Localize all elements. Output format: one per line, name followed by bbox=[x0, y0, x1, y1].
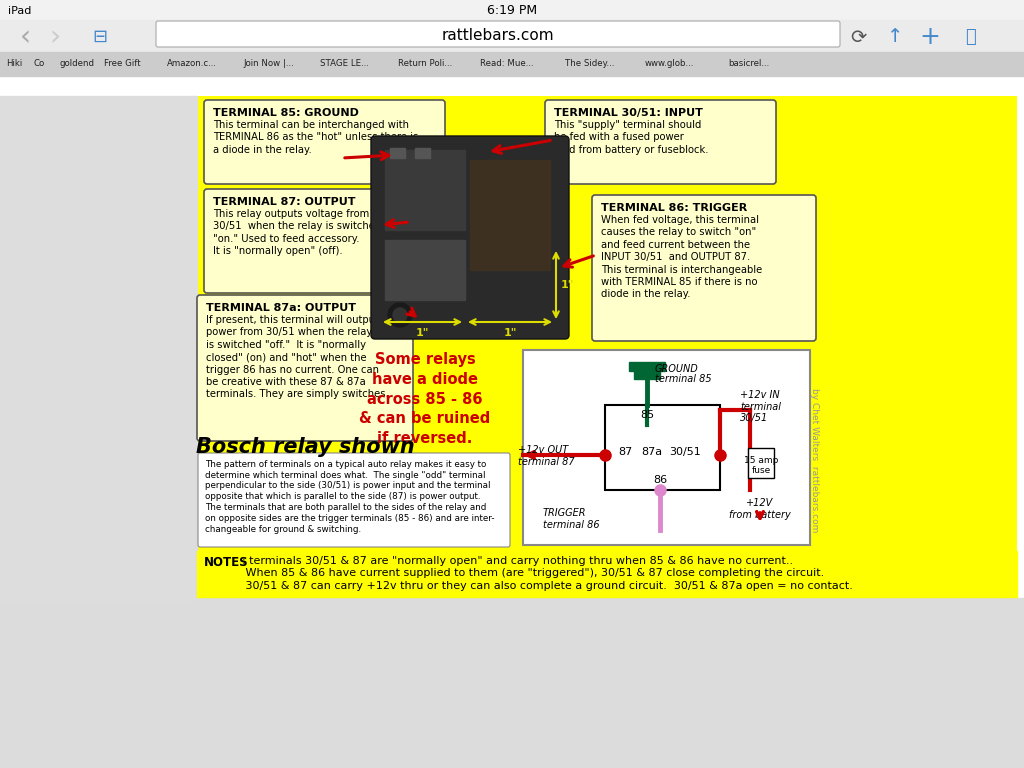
Text: If present, this terminal will output
power from 30/51 when the relay
is switche: If present, this terminal will output po… bbox=[206, 315, 389, 399]
Bar bbox=[634, 371, 660, 379]
Text: rattlebars.com: rattlebars.com bbox=[441, 28, 554, 42]
Text: by Chet Walters  rattlebars.com: by Chet Walters rattlebars.com bbox=[811, 388, 819, 532]
Circle shape bbox=[393, 308, 407, 322]
Text: 15 amp
fuse: 15 amp fuse bbox=[743, 456, 778, 475]
Text: +12v IN
terminal
30/51: +12v IN terminal 30/51 bbox=[740, 390, 781, 423]
Text: TERMINAL 87: OUTPUT: TERMINAL 87: OUTPUT bbox=[213, 197, 355, 207]
Text: TERMINAL 86: TRIGGER: TERMINAL 86: TRIGGER bbox=[601, 203, 748, 213]
Bar bbox=[390, 148, 406, 158]
Text: +12V
from battery: +12V from battery bbox=[729, 498, 791, 520]
Text: www.glob...: www.glob... bbox=[645, 59, 694, 68]
Text: 86: 86 bbox=[653, 475, 667, 485]
FancyBboxPatch shape bbox=[592, 195, 816, 341]
Text: 87a: 87a bbox=[641, 447, 663, 457]
Text: +12v OUT
terminal 87: +12v OUT terminal 87 bbox=[518, 445, 574, 467]
Text: : terminals 30/51 & 87 are "normally open" and carry nothing thru when 85 & 86 h: : terminals 30/51 & 87 are "normally ope… bbox=[242, 556, 853, 591]
Bar bbox=[385, 240, 465, 300]
Bar bbox=[523, 350, 810, 545]
Text: 30/51: 30/51 bbox=[669, 447, 700, 457]
Text: Join Now |...: Join Now |... bbox=[243, 59, 294, 68]
Text: STAGE LE...: STAGE LE... bbox=[319, 59, 369, 68]
Text: This "supply" terminal should
be fed with a fused power
lead from battery or fus: This "supply" terminal should be fed wit… bbox=[554, 120, 709, 155]
Text: This relay outputs voltage from
30/51  when the relay is switched
"on." Used to : This relay outputs voltage from 30/51 wh… bbox=[213, 209, 381, 257]
Text: 85: 85 bbox=[640, 410, 654, 420]
Text: Read: Mue...: Read: Mue... bbox=[480, 59, 534, 68]
FancyBboxPatch shape bbox=[371, 136, 569, 339]
Text: TRIGGER
terminal 86: TRIGGER terminal 86 bbox=[543, 508, 600, 530]
Bar bbox=[0, 20, 1024, 52]
Text: ⬜: ⬜ bbox=[965, 28, 976, 46]
Text: basicrel...: basicrel... bbox=[728, 59, 769, 68]
Bar bbox=[605, 405, 720, 490]
Text: Bosch relay shown: Bosch relay shown bbox=[196, 437, 415, 457]
FancyBboxPatch shape bbox=[545, 100, 776, 184]
Bar bbox=[0, 52, 1024, 76]
Text: TERMINAL 85: GROUND: TERMINAL 85: GROUND bbox=[213, 108, 358, 118]
Text: ↑: ↑ bbox=[887, 28, 903, 47]
Text: ‹: ‹ bbox=[19, 23, 31, 51]
Text: 1": 1" bbox=[504, 328, 517, 338]
FancyBboxPatch shape bbox=[198, 453, 510, 547]
Bar bbox=[0, 96, 197, 601]
Bar bbox=[197, 551, 1017, 597]
Text: TERMINAL 87a: OUTPUT: TERMINAL 87a: OUTPUT bbox=[206, 303, 356, 313]
Text: 1": 1" bbox=[416, 328, 429, 338]
Text: ⊟: ⊟ bbox=[92, 28, 108, 46]
Bar bbox=[748, 448, 774, 478]
Text: Return Poli...: Return Poli... bbox=[398, 59, 453, 68]
Text: 1": 1" bbox=[561, 280, 574, 290]
Text: The pattern of terminals on a typical auto relay makes it easy to
determine whic: The pattern of terminals on a typical au… bbox=[205, 460, 495, 534]
Text: iPad: iPad bbox=[8, 6, 32, 16]
Text: ›: › bbox=[49, 23, 60, 51]
Text: +: + bbox=[920, 25, 940, 49]
Text: This terminal can be interchanged with
TERMINAL 86 as the "hot" unless there is
: This terminal can be interchanged with T… bbox=[213, 120, 418, 155]
FancyBboxPatch shape bbox=[204, 189, 415, 293]
Bar bbox=[385, 150, 465, 230]
Text: 87: 87 bbox=[617, 447, 632, 457]
Text: TERMINAL 30/51: INPUT: TERMINAL 30/51: INPUT bbox=[554, 108, 702, 118]
Text: 6:19 PM: 6:19 PM bbox=[487, 5, 537, 18]
Bar bbox=[0, 598, 196, 768]
Text: Amazon.c...: Amazon.c... bbox=[167, 59, 217, 68]
Text: Hiki: Hiki bbox=[6, 59, 23, 68]
Text: terminal 85: terminal 85 bbox=[655, 374, 712, 384]
Text: GROUND: GROUND bbox=[655, 364, 698, 374]
FancyBboxPatch shape bbox=[197, 295, 413, 441]
Bar bbox=[197, 96, 1017, 551]
FancyBboxPatch shape bbox=[156, 21, 840, 47]
Bar bbox=[0, 0, 1024, 20]
Circle shape bbox=[388, 303, 412, 327]
Text: goldend: goldend bbox=[60, 59, 95, 68]
Bar bbox=[415, 148, 430, 158]
Bar bbox=[470, 160, 550, 270]
Text: NOTES: NOTES bbox=[204, 556, 249, 569]
Bar bbox=[629, 362, 665, 371]
Text: When fed voltage, this terminal
causes the relay to switch "on"
and feed current: When fed voltage, this terminal causes t… bbox=[601, 215, 762, 300]
Text: Co: Co bbox=[34, 59, 45, 68]
Text: The Sidey...: The Sidey... bbox=[565, 59, 614, 68]
Text: Free Gift: Free Gift bbox=[104, 59, 140, 68]
Text: ⟳: ⟳ bbox=[850, 28, 866, 47]
FancyBboxPatch shape bbox=[204, 100, 445, 184]
Text: Some relays
have a diode
across 85 - 86
& can be ruined
if reversed.: Some relays have a diode across 85 - 86 … bbox=[359, 352, 490, 446]
Bar bbox=[0, 598, 1024, 768]
